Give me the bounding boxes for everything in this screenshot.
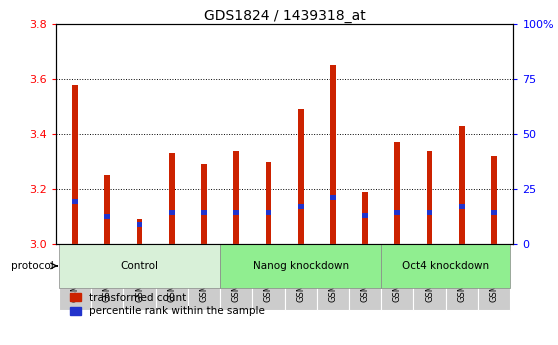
Bar (137, 222, 142, 227)
Bar (330, 65, 336, 244)
Bar (413, 244, 446, 310)
Text: GSM94863: GSM94863 (296, 256, 305, 302)
Bar (285, 244, 317, 310)
Bar (266, 161, 271, 244)
Bar (220, 244, 381, 288)
Text: GSM94868: GSM94868 (458, 256, 466, 302)
Bar (395, 210, 400, 215)
Bar (446, 244, 478, 310)
Bar (459, 204, 465, 209)
Legend: transformed count, percentile rank within the sample: transformed count, percentile rank withi… (70, 293, 265, 316)
Title: GDS1824 / 1439318_at: GDS1824 / 1439318_at (204, 9, 365, 23)
Bar (381, 244, 413, 310)
Bar (427, 150, 432, 244)
Bar (381, 244, 510, 288)
Bar (330, 195, 336, 200)
Text: Nanog knockdown: Nanog knockdown (253, 261, 349, 271)
Bar (298, 109, 304, 244)
Text: GSM94865: GSM94865 (360, 256, 369, 302)
Bar (491, 210, 497, 215)
Bar (491, 156, 497, 244)
Text: GSM94858: GSM94858 (135, 256, 144, 302)
Text: GSM94861: GSM94861 (232, 256, 240, 302)
Text: GSM94859: GSM94859 (167, 256, 176, 302)
Bar (233, 210, 239, 215)
Text: GSM94857: GSM94857 (103, 256, 112, 302)
Text: GSM94867: GSM94867 (425, 256, 434, 302)
Text: GSM94869: GSM94869 (489, 256, 498, 302)
Text: GSM94864: GSM94864 (329, 256, 338, 302)
Bar (137, 219, 142, 244)
Bar (349, 244, 381, 310)
Bar (104, 175, 110, 244)
Bar (169, 210, 175, 215)
Text: GSM94866: GSM94866 (393, 256, 402, 302)
Bar (169, 153, 175, 244)
Bar (201, 164, 207, 244)
Text: protocol: protocol (11, 261, 54, 271)
Bar (298, 204, 304, 209)
Bar (266, 210, 271, 215)
Bar (220, 244, 252, 310)
Bar (201, 210, 207, 215)
Bar (395, 142, 400, 244)
Bar (478, 244, 510, 310)
Bar (252, 244, 285, 310)
Text: GSM94860: GSM94860 (200, 256, 209, 302)
Bar (72, 85, 78, 244)
Bar (92, 244, 123, 310)
Bar (362, 192, 368, 244)
Bar (104, 214, 110, 219)
Bar (317, 244, 349, 310)
Text: Control: Control (121, 261, 158, 271)
Text: GSM94862: GSM94862 (264, 256, 273, 302)
Bar (156, 244, 188, 310)
Bar (459, 126, 465, 244)
Text: GSM94856: GSM94856 (71, 256, 80, 302)
Bar (72, 199, 78, 204)
Bar (59, 244, 92, 310)
Bar (188, 244, 220, 310)
Bar (362, 213, 368, 218)
Bar (233, 150, 239, 244)
Text: Oct4 knockdown: Oct4 knockdown (402, 261, 489, 271)
Bar (427, 210, 432, 215)
Bar (59, 244, 220, 288)
Bar (123, 244, 156, 310)
